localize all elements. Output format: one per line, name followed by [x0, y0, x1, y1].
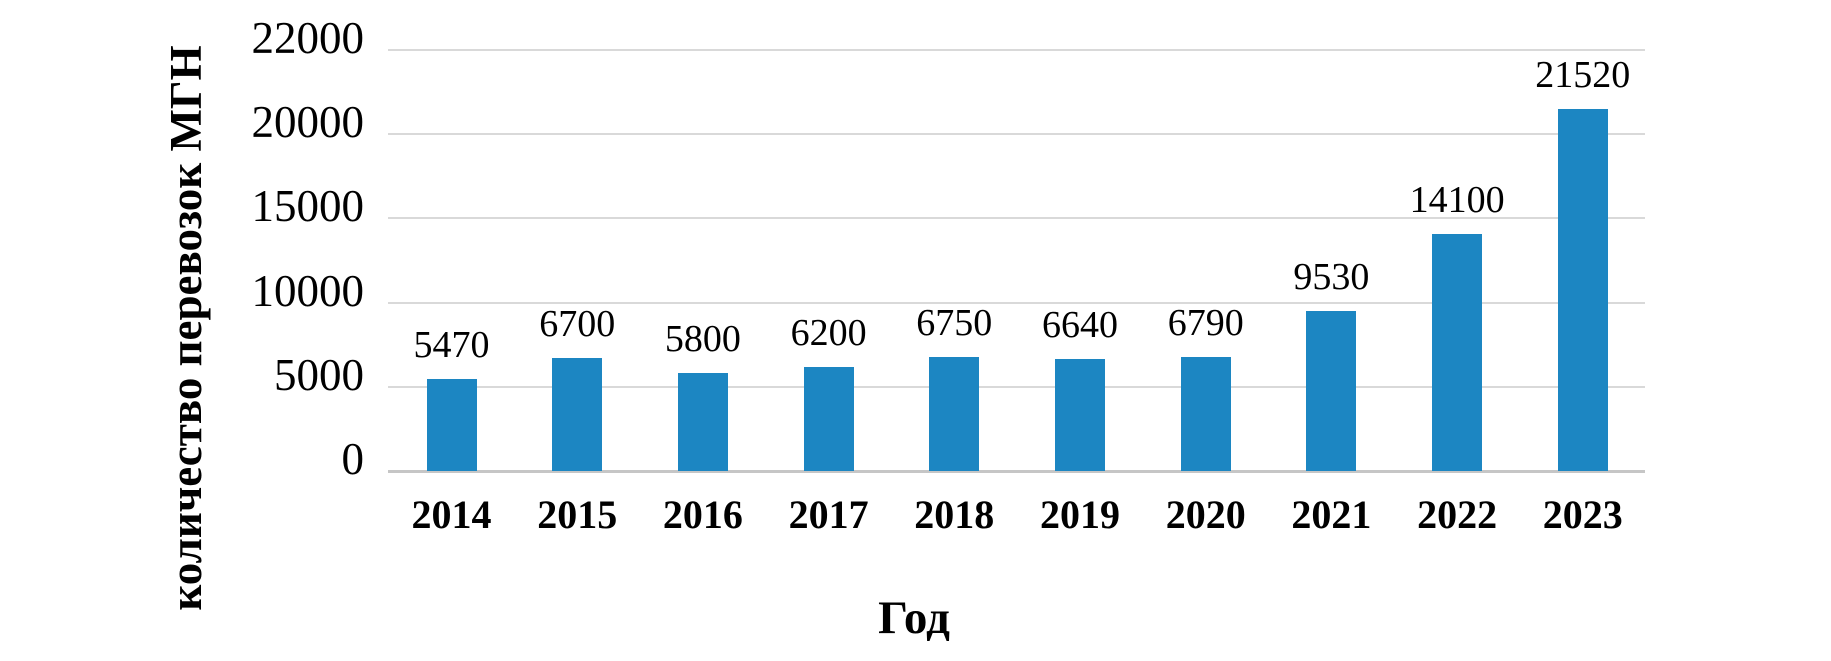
bar-value-label: 6790 — [1167, 301, 1244, 344]
bar-2016 — [677, 373, 728, 471]
bar-value-label: 6640 — [1042, 304, 1118, 347]
y-tick-label: 5000 — [274, 349, 364, 400]
x-tick-label-2017: 2017 — [788, 492, 869, 537]
x-tick-label-2020: 2020 — [1165, 492, 1246, 537]
x-tick-label-2022: 2022 — [1417, 492, 1498, 537]
bar-value-label: 5800 — [664, 318, 741, 361]
x-tick-label-2021: 2021 — [1291, 492, 1372, 537]
x-tick-label-2016: 2016 — [662, 492, 743, 537]
plot-area — [388, 49, 1645, 473]
x-axis-title: Год — [878, 592, 950, 644]
bar-2017 — [803, 366, 854, 471]
bar-2020 — [1180, 356, 1231, 471]
x-tick-label-2019: 2019 — [1040, 492, 1120, 537]
gridline — [388, 49, 1645, 51]
bar-2018 — [929, 357, 980, 471]
y-tick-label: 20000 — [251, 97, 365, 148]
x-tick-label-2015: 2015 — [537, 492, 618, 537]
bar-value-label: 5470 — [413, 323, 490, 366]
bar-value-label: 6750 — [916, 302, 993, 345]
y-tick-label: 15000 — [251, 181, 365, 232]
y-tick-label: 10000 — [251, 265, 365, 316]
gridline — [388, 133, 1645, 136]
gridline — [388, 385, 1645, 388]
bar-2015 — [552, 358, 603, 471]
x-tick-label-2023: 2023 — [1542, 492, 1623, 537]
y-tick-label: 0 — [341, 434, 365, 484]
bar-value-label: 9530 — [1293, 255, 1370, 298]
x-tick-label-2018: 2018 — [914, 492, 995, 537]
bar-value-label: 6200 — [790, 311, 867, 354]
x-axis-line — [388, 470, 1645, 473]
bar-2019 — [1055, 359, 1105, 471]
bar-value-label: 14100 — [1409, 178, 1505, 221]
bar-2022 — [1432, 233, 1483, 471]
bar-2014 — [426, 378, 477, 471]
gridline — [388, 217, 1645, 220]
bar-2023 — [1557, 108, 1608, 471]
x-tick-label-2014: 2014 — [411, 492, 492, 537]
bar-value-label: 6700 — [539, 303, 616, 346]
bar-2021 — [1306, 310, 1357, 471]
y-tick-label: 22000 — [251, 13, 365, 63]
gridline — [388, 301, 1645, 304]
bar-value-label: 21520 — [1535, 53, 1631, 96]
